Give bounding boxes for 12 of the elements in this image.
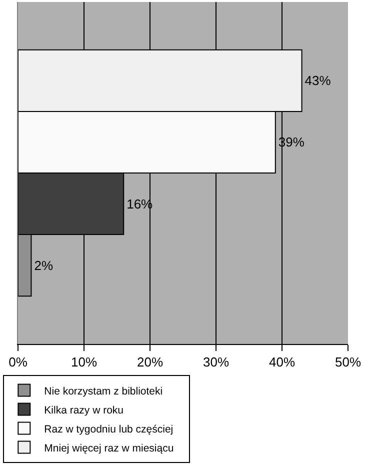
x-tick-label: 20% [136, 354, 164, 370]
legend-label: Raz w tygodniu lub częściej [44, 423, 174, 436]
legend-label: Mniej więcej raz w miesiącu [44, 442, 174, 454]
x-tick-label: 50% [334, 354, 362, 370]
data-label: 2% [34, 258, 54, 273]
x-tick-label: 10% [70, 354, 98, 370]
x-tick-label: 40% [268, 354, 296, 370]
legend-label: Nie korzystam z biblioteki [44, 385, 163, 398]
legend-label: Kilka razy w roku [44, 404, 124, 416]
data-label: 43% [304, 73, 332, 88]
x-tick-label: 0% [8, 354, 28, 370]
x-tick-label: 30% [202, 354, 230, 370]
